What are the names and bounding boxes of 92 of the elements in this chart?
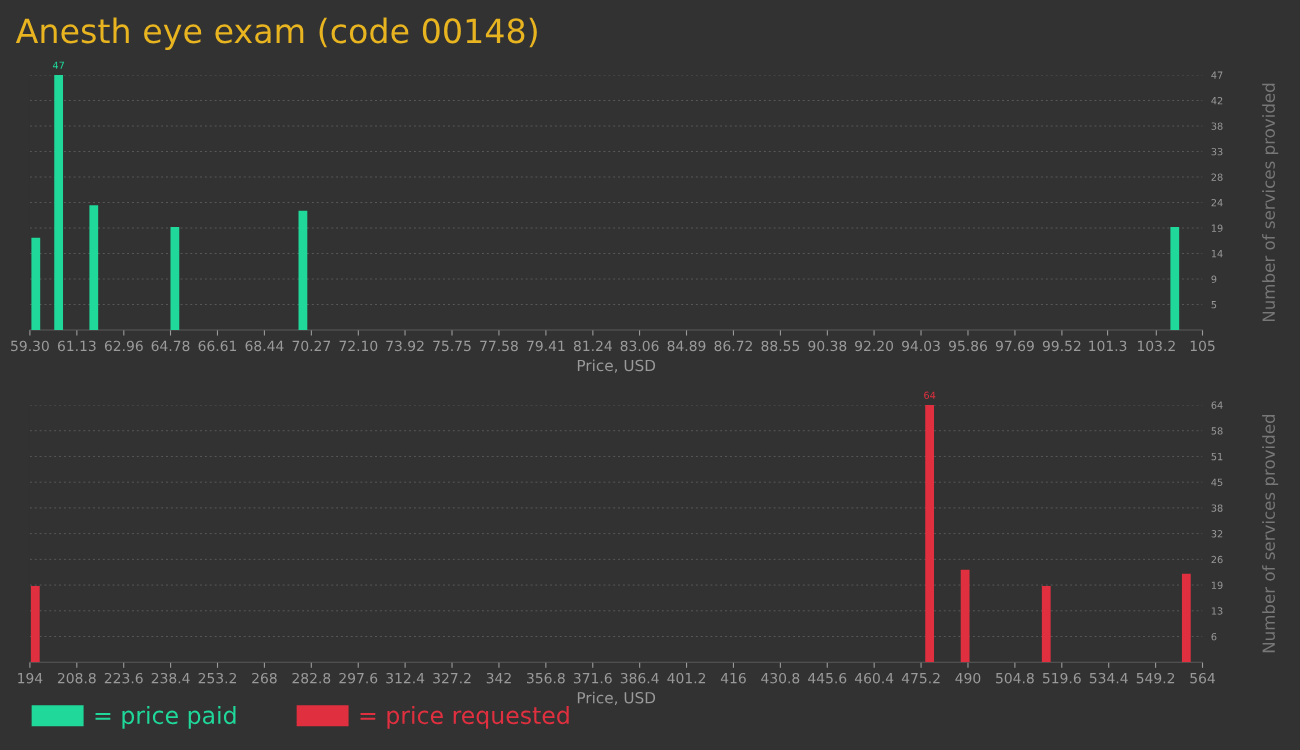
x-tick-label: 79.41 [527,340,565,352]
x-tick-label: 61.13 [57,340,96,352]
bar [925,405,935,663]
data-label: 47 [52,61,64,69]
bar [1181,573,1191,663]
bar [1041,585,1051,663]
x-tick-label: 475.2 [901,672,940,684]
x-tick-label: 83.06 [620,340,659,352]
x-tick-label: 92.20 [855,340,894,352]
x-tick-label: 81.24 [573,340,612,352]
x-tick-label: 103.2 [1137,340,1175,352]
x-tick-label: 97.69 [995,340,1034,352]
x-tick-label: 297.6 [339,672,378,684]
y-tick-label: 42 [1211,96,1223,105]
x-tick-label: 534.4 [1089,672,1128,684]
bar [298,210,308,330]
y-tick-label: 47 [1211,71,1223,79]
x-tick-label: 105 [1190,340,1215,352]
x-tick-label: 445.6 [808,672,847,684]
y-tick-label: 24 [1211,198,1223,207]
bar [31,237,41,330]
y-tick-label: 38 [1211,504,1223,512]
x-tick-label: 99.52 [1042,340,1081,352]
x-tick-label: 549.2 [1136,672,1175,684]
x-tick-label: 371.6 [573,672,612,684]
x-tick-label: 416 [720,672,746,684]
x-tick-label: 66.61 [198,340,237,352]
x-tick-label: 504.8 [996,672,1034,684]
x-tick-label: 238.4 [151,672,190,684]
x-tick-label: 86.72 [714,340,752,352]
y-tick-label: 28 [1211,173,1223,181]
x-tick-label: 59.30 [11,340,49,352]
x-tick-label: 72.10 [339,340,378,352]
y-tick-label: 13 [1211,607,1223,615]
y-tick-label: 5 [1211,301,1217,309]
bar [960,569,970,663]
x-tick-label: 460.4 [854,672,894,684]
legend-label: = price requested [360,705,569,729]
y-tick-label: 9 [1211,275,1217,283]
bar [89,205,99,330]
x-tick-label: 253.2 [198,672,237,684]
x-tick-label: 268 [252,672,277,684]
y-tick-label: 19 [1211,581,1223,589]
x-axis-title: Price, USD [577,691,656,706]
bar [170,226,180,330]
x-tick-label: 94.03 [902,340,940,352]
x-tick-label: 430.8 [761,672,800,684]
x-tick-label: 62.96 [104,340,143,352]
y-axis-title: Number of services provided [1262,414,1279,653]
chart-title: Anesth eye exam (code 00148) [15,17,537,50]
x-tick-label: 70.27 [292,340,331,352]
x-tick-label: 73.92 [386,340,424,352]
x-tick-label: 519.6 [1042,672,1081,684]
bar [54,75,64,330]
x-tick-label: 68.44 [245,340,284,352]
x-tick-label: 564 [1190,672,1215,684]
x-tick-label: 282.8 [292,672,331,684]
x-tick-label: 90.38 [808,340,847,352]
x-tick-label: 77.58 [480,340,518,352]
y-tick-label: 38 [1211,122,1223,130]
x-tick-label: 356.8 [527,672,565,684]
y-tick-label: 58 [1211,427,1223,435]
data-label: 64 [924,391,936,399]
y-tick-label: 33 [1211,147,1223,156]
x-tick-label: 401.2 [667,672,706,684]
x-tick-label: 223.6 [104,672,143,684]
y-tick-label: 26 [1211,555,1223,564]
bar [1170,226,1180,330]
y-tick-label: 64 [1211,401,1223,409]
y-tick-label: 14 [1211,250,1223,258]
x-tick-label: 327.2 [433,672,471,684]
x-tick-label: 75.75 [433,340,471,352]
x-tick-label: 95.86 [948,340,987,352]
x-tick-label: 208.8 [57,672,96,684]
x-tick-label: 101.3 [1089,340,1127,352]
y-axis-title: Number of services provided [1262,83,1279,322]
x-tick-label: 84.89 [667,340,706,352]
y-tick-label: 45 [1211,478,1223,487]
x-axis-title: Price, USD [577,359,656,373]
x-tick-label: 194 [18,672,43,684]
y-tick-label: 6 [1211,633,1217,641]
y-tick-label: 51 [1211,453,1223,461]
legend-label: = price paid [95,705,236,729]
x-tick-label: 490 [955,672,981,684]
y-tick-label: 32 [1211,530,1223,538]
x-tick-label: 386.4 [620,672,659,684]
y-tick-label: 19 [1211,224,1223,232]
x-tick-label: 342 [486,672,511,684]
x-tick-label: 88.55 [761,340,800,352]
x-tick-label: 64.78 [151,340,190,352]
bar [30,585,40,663]
x-tick-label: 312.4 [386,672,425,684]
